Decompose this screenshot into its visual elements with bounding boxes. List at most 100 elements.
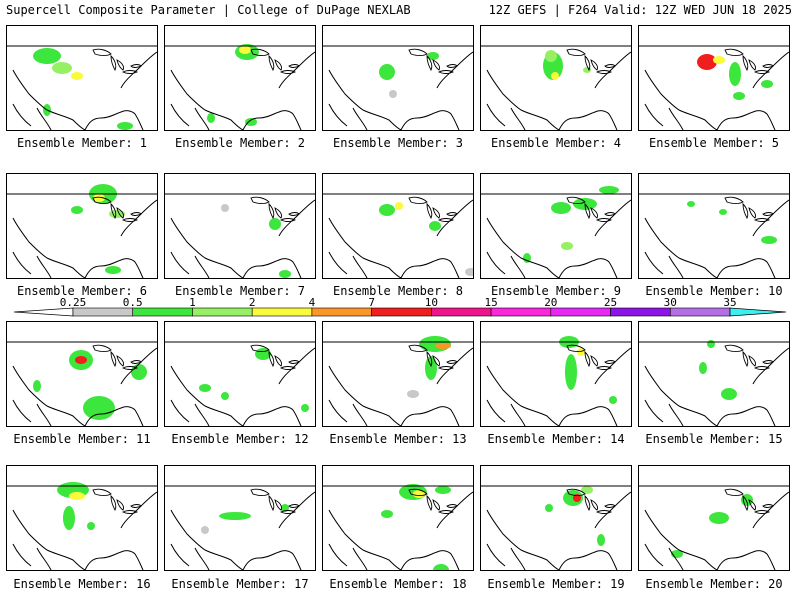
mexico-coast	[12, 251, 52, 278]
member-label: Ensemble Member: 16	[13, 577, 151, 591]
member-label: Ensemble Member: 18	[329, 577, 467, 591]
scp-contour	[427, 52, 439, 60]
great-lakes	[408, 488, 458, 514]
member-label: Ensemble Member: 1	[16, 136, 148, 150]
map-panel-member-18	[322, 465, 474, 571]
map-graphic	[639, 485, 789, 570]
scp-contour	[413, 490, 425, 498]
scp-contour	[75, 356, 87, 364]
mexico-coast	[486, 543, 526, 570]
scp-contour	[301, 404, 309, 412]
member-label: Ensemble Member: 5	[648, 136, 780, 150]
scp-contour	[279, 270, 291, 278]
coastline-border	[639, 193, 789, 278]
map-graphic	[481, 485, 631, 570]
coastline-border	[7, 341, 157, 426]
map-graphic	[639, 45, 789, 130]
member-label: Ensemble Member: 8	[332, 284, 464, 298]
coastline-border	[481, 45, 631, 130]
member-label: Ensemble Member: 14	[487, 432, 625, 446]
scp-contour	[761, 236, 777, 244]
mexico-coast	[170, 543, 210, 570]
scp-contour	[465, 268, 473, 276]
map-panel-member-15	[638, 321, 790, 427]
great-lakes	[724, 344, 774, 370]
member-label: Ensemble Member: 3	[332, 136, 464, 150]
colorbar-segment	[610, 307, 671, 317]
map-graphic	[165, 485, 315, 570]
mexico-coast	[644, 251, 684, 278]
scp-contour	[221, 392, 229, 400]
map-panel-member-20	[638, 465, 790, 571]
scp-contour	[389, 90, 397, 98]
mexico-coast	[170, 251, 210, 278]
map-panel-member-19	[480, 465, 632, 571]
scp-contour	[713, 56, 725, 64]
scp-contour	[551, 202, 571, 214]
scp-contour	[733, 92, 745, 100]
scp-contour	[425, 356, 437, 380]
great-lakes	[566, 488, 616, 514]
scp-contour	[719, 209, 727, 215]
map-graphic	[7, 482, 157, 570]
mexico-coast	[12, 543, 52, 570]
great-lakes	[92, 344, 142, 370]
mexico-coast	[328, 251, 368, 278]
colorbar	[13, 307, 787, 317]
scp-contour	[201, 526, 209, 534]
mexico-coast	[328, 543, 368, 570]
great-lakes	[92, 48, 142, 74]
scp-contour	[523, 253, 531, 263]
scp-contour	[561, 242, 573, 250]
map-graphic	[165, 44, 315, 130]
great-lakes	[408, 344, 458, 370]
map-graphic	[7, 341, 157, 426]
colorbar-tick-label: 0.25	[59, 296, 87, 309]
scp-contour	[71, 72, 83, 80]
scp-contour	[583, 67, 591, 73]
map-graphic	[165, 341, 315, 426]
map-panel-member-10	[638, 173, 790, 279]
scp-contour	[577, 348, 585, 356]
scp-contour	[699, 362, 707, 374]
scp-contour	[381, 510, 393, 518]
scp-contour	[379, 64, 395, 80]
map-panel-member-1	[6, 25, 158, 131]
colorbar-right-arrow	[729, 307, 787, 317]
member-label: Ensemble Member: 13	[329, 432, 467, 446]
colorbar-segment	[251, 307, 313, 317]
scp-contour	[435, 343, 451, 349]
scp-contour	[221, 204, 229, 212]
colorbar-tick-label: 25	[603, 296, 618, 309]
coastline-border	[639, 485, 789, 570]
mexico-coast	[644, 103, 684, 130]
member-label: Ensemble Member: 6	[16, 284, 148, 298]
map-panel-member-4	[480, 25, 632, 131]
scp-contour	[707, 340, 715, 348]
scp-contour	[199, 384, 211, 392]
mexico-coast	[328, 399, 368, 426]
scp-contour	[219, 512, 251, 520]
colorbar-segment	[72, 307, 134, 317]
scp-contour	[545, 504, 553, 512]
mexico-coast	[170, 399, 210, 426]
member-label: Ensemble Member: 4	[490, 136, 622, 150]
map-graphic	[7, 45, 157, 130]
scp-contour	[687, 201, 695, 207]
member-label: Ensemble Member: 15	[645, 432, 783, 446]
colorbar-tick-label: 7	[368, 296, 375, 309]
colorbar-tick-label: 10	[424, 296, 438, 309]
scp-contour	[433, 564, 449, 570]
colorbar-tick-label: 15	[484, 296, 498, 309]
scp-contour	[105, 266, 121, 274]
great-lakes	[250, 344, 300, 370]
colorbar-tick-label: 35	[723, 296, 737, 309]
great-lakes	[92, 488, 142, 514]
map-panel-member-9	[480, 173, 632, 279]
map-graphic	[639, 340, 789, 426]
coastline-border	[165, 45, 315, 130]
scp-contour	[551, 72, 559, 80]
colorbar-segment	[490, 307, 552, 317]
great-lakes	[92, 196, 142, 222]
great-lakes	[408, 48, 458, 74]
